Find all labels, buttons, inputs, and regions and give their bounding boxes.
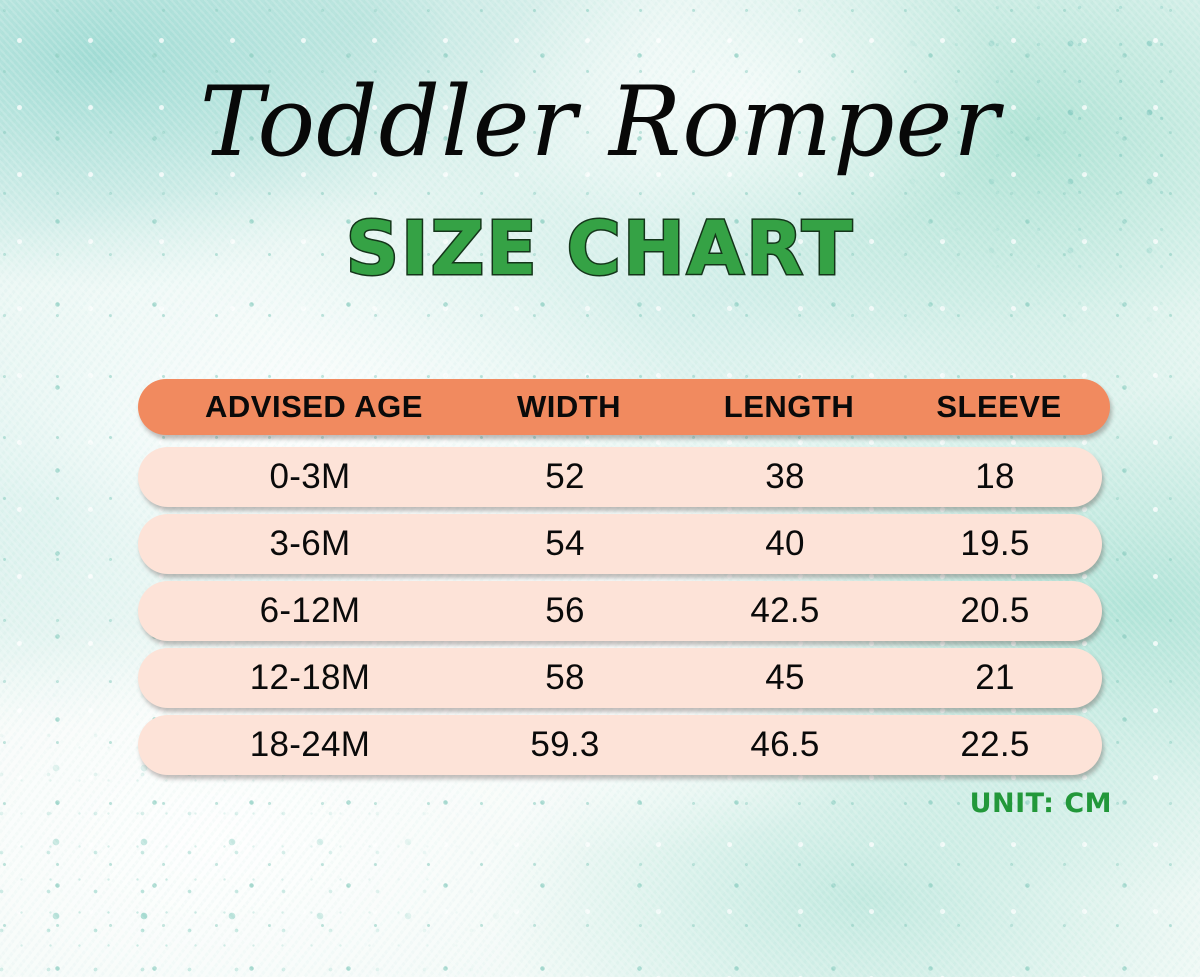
- column-header-length: LENGTH: [723, 389, 855, 424]
- cell-advised-age: 18-24M: [249, 725, 371, 764]
- cell-length: 40: [765, 524, 805, 563]
- table-row: 3-6M 54 40 19.5: [138, 514, 1102, 574]
- cell-length: 45: [765, 658, 805, 697]
- cell-sleeve: 18: [975, 457, 1015, 496]
- page-title: Toddler Romper: [199, 66, 1001, 178]
- size-chart-table: ADVISED AGE WIDTH LENGTH SLEEVE 0-3M 52 …: [138, 379, 1110, 782]
- cell-width: 59.3: [530, 725, 600, 764]
- table-row: 12-18M 58 45 21: [138, 648, 1102, 708]
- cell-length: 46.5: [750, 725, 820, 764]
- cell-width: 56: [545, 591, 585, 630]
- cell-width: 52: [545, 457, 585, 496]
- table-row: 6-12M 56 42.5 20.5: [138, 581, 1102, 641]
- cell-sleeve: 20.5: [960, 591, 1030, 630]
- cell-width: 58: [545, 658, 585, 697]
- cell-advised-age: 3-6M: [269, 524, 351, 563]
- cell-sleeve: 22.5: [960, 725, 1030, 764]
- cell-advised-age: 0-3M: [269, 457, 351, 496]
- table-row: 0-3M 52 38 18: [138, 447, 1102, 507]
- cell-width: 54: [545, 524, 585, 563]
- cell-sleeve: 21: [975, 658, 1015, 697]
- column-header-sleeve: SLEEVE: [936, 389, 1062, 424]
- cell-length: 38: [765, 457, 805, 496]
- unit-note: UNIT: CM: [969, 788, 1112, 819]
- page-subtitle: SIZE CHART: [344, 206, 855, 292]
- speckle-splatter-top-right: [780, 0, 1200, 360]
- column-header-advised-age: ADVISED AGE: [205, 389, 423, 424]
- cell-length: 42.5: [750, 591, 820, 630]
- cell-sleeve: 19.5: [960, 524, 1030, 563]
- cell-advised-age: 12-18M: [249, 658, 371, 697]
- table-row: 18-24M 59.3 46.5 22.5: [138, 715, 1102, 775]
- cell-advised-age: 6-12M: [259, 591, 361, 630]
- table-header-row: ADVISED AGE WIDTH LENGTH SLEEVE: [138, 379, 1110, 435]
- column-header-width: WIDTH: [516, 389, 622, 424]
